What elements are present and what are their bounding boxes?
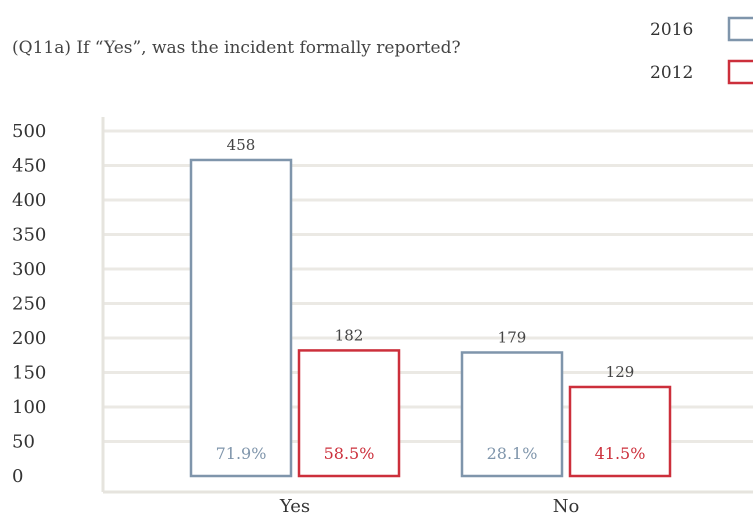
bar-2012-yes: [297, 349, 401, 478]
y-axis: 0 50 100 150 200 250 300 350 400 450 500: [12, 117, 105, 492]
legend-label: 2016: [650, 20, 693, 40]
y-tick-label: 0: [12, 466, 23, 487]
x-tick-label: Yes: [279, 496, 310, 517]
x-tick-label: No: [553, 496, 580, 517]
x-axis: Yes No: [103, 490, 753, 517]
bar-2016-no: [460, 351, 564, 478]
data-label: 458: [227, 136, 256, 154]
y-tick-label: 50: [12, 432, 35, 453]
y-tick-label: 400: [12, 190, 46, 211]
bar-2012-no: [568, 385, 672, 478]
data-label: 179: [498, 328, 527, 346]
y-tick-label: 300: [12, 259, 46, 280]
y-tick-label: 150: [12, 363, 46, 384]
bars: 458 71.9% 182 58.5% 179 28.1% 129 41.5%: [189, 136, 672, 478]
legend-swatch: [727, 59, 753, 85]
chart-title: (Q11a) If “Yes”, was the incident formal…: [12, 38, 461, 58]
bar-2016-yes: [189, 158, 293, 478]
data-label: 182: [335, 326, 364, 344]
y-tick-label: 200: [12, 328, 46, 349]
percent-label: 58.5%: [324, 444, 375, 463]
percent-label: 71.9%: [216, 444, 267, 463]
y-tick-label: 250: [12, 294, 46, 315]
percent-label: 41.5%: [595, 444, 646, 463]
y-tick-label: 100: [12, 397, 46, 418]
y-tick-label: 500: [12, 121, 46, 142]
legend-swatch: [727, 16, 753, 42]
legend: 2016 2012: [650, 16, 753, 85]
y-tick-label: 450: [12, 156, 46, 177]
legend-label: 2012: [650, 63, 693, 83]
percent-label: 28.1%: [487, 444, 538, 463]
data-label: 129: [606, 363, 635, 381]
y-tick-label: 350: [12, 225, 46, 246]
